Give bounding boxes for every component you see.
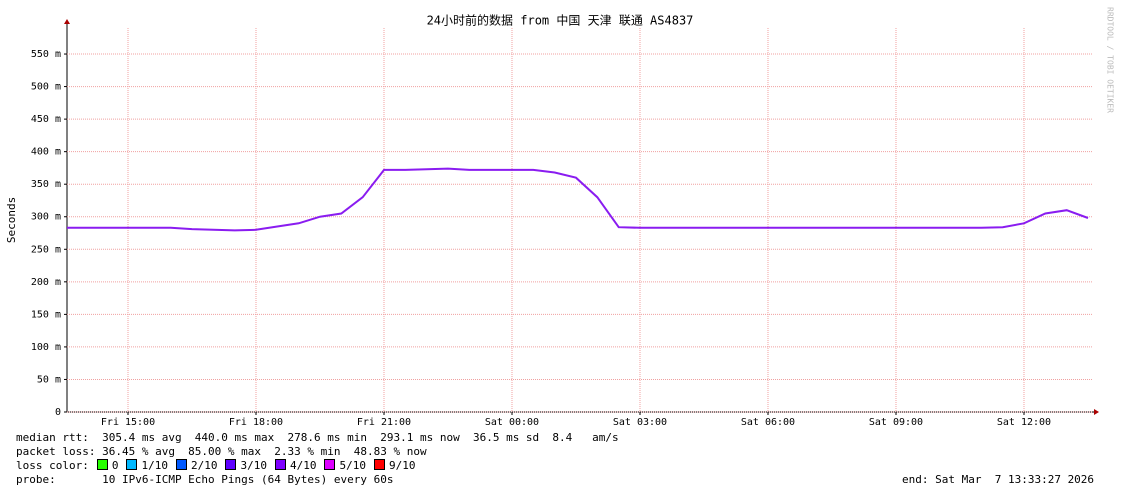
y-tick-label: 350 m — [31, 179, 61, 190]
loss-swatch — [324, 459, 336, 470]
y-axis-label: Seconds — [5, 197, 18, 243]
loss-legend: loss color: 0 1/10 2/10 3/10 4/10 5/10 9/10 — [16, 459, 415, 473]
loss-label: 2/10 — [190, 459, 218, 472]
y-tick-label: 150 m — [31, 309, 61, 320]
y-tick-label: 200 m — [31, 277, 61, 288]
loss-label: 9/10 — [388, 459, 416, 472]
loss-label: 4/10 — [289, 459, 317, 472]
y-tick-label: 250 m — [31, 244, 61, 255]
loss-label: 3/10 — [240, 459, 267, 472]
y-tick-label: 500 m — [31, 82, 61, 93]
x-tick-label: Sat 09:00 — [869, 417, 923, 428]
watermark: RRDTOOL / TOBI OETIKER — [1106, 7, 1115, 113]
y-tick-label: 0 — [55, 407, 61, 418]
end-time: end: Sat Mar 7 13:33:27 2026 — [902, 473, 1095, 486]
y-tick-label: 450 m — [31, 114, 61, 125]
chart: 24小时前的数据 from 中国 天津 联通 AS4837 Seconds RR… — [5, 7, 1115, 428]
probe: probe: 10 IPv6-ICMP Echo Pings (64 Bytes… — [16, 473, 394, 486]
y-tick-label: 300 m — [31, 212, 61, 223]
loss-label: 0 — [111, 459, 119, 472]
x-tick-label: Sat 12:00 — [997, 417, 1051, 428]
y-tick-label: 50 m — [37, 374, 61, 385]
loss-swatch — [274, 459, 286, 470]
median-rtt: median rtt: 305.4 ms avg 440.0 ms max 27… — [16, 431, 619, 444]
x-tick-label: Sat 00:00 — [485, 417, 539, 428]
loss-swatch — [373, 459, 385, 470]
packet-loss: packet loss: 36.45 % avg 85.00 % max 2.3… — [16, 445, 427, 458]
x-tick-label: Fri 21:00 — [357, 417, 411, 428]
chart-title: 24小时前的数据 from 中国 天津 联通 AS4837 — [427, 13, 694, 28]
plot-area — [67, 28, 1093, 412]
loss-swatch — [225, 459, 237, 470]
y-arrow — [64, 19, 70, 24]
y-tick-label: 550 m — [31, 49, 61, 60]
y-tick-label: 400 m — [31, 147, 61, 158]
x-tick-label: Fri 18:00 — [229, 417, 283, 428]
loss-swatch — [175, 459, 187, 470]
x-arrow — [1094, 409, 1099, 415]
y-tick-label: 100 m — [31, 342, 61, 353]
loss-swatch — [126, 459, 138, 470]
loss-label: 1/10 — [141, 459, 168, 472]
loss-swatch — [96, 459, 108, 470]
median-line — [67, 167, 1089, 232]
loss-label: 5/10 — [339, 459, 366, 472]
x-tick-label: Sat 06:00 — [741, 417, 795, 428]
x-tick-label: Sat 03:00 — [613, 417, 667, 428]
loss-label: loss color: — [16, 459, 89, 472]
x-tick-label: Fri 15:00 — [101, 417, 155, 428]
